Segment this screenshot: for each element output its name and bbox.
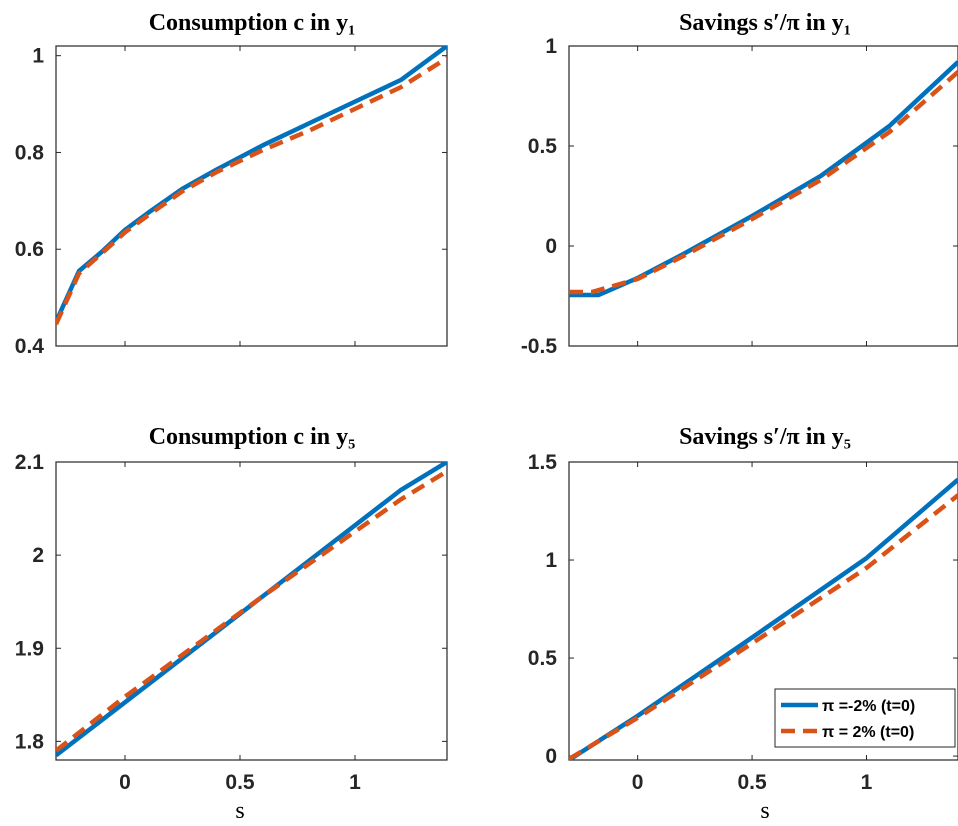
title-text: Consumption c in y₅ (149, 424, 356, 450)
y-tick-label: 0.8 (15, 141, 45, 164)
y-tick-label: 1.8 (15, 730, 45, 753)
panel-consumption-y5: Consumption c in y₅ s 0 0.5 1 1.8 1.9 2 2.1 (15, 424, 448, 824)
panel-title: Savings s′/π in y₅ (679, 424, 851, 450)
y-tick-label: -0.5 (521, 335, 558, 358)
panel-consumption-y1: Consumption c in y₁ 0.4 0.6 0.8 1 (15, 10, 448, 358)
y-tick-label: 1 (545, 35, 557, 58)
y-tick-label: 2 (32, 544, 44, 567)
y-tick-label: 1 (545, 549, 557, 572)
x-tick-label: 1 (349, 771, 361, 794)
y-tick-label: 0 (545, 745, 557, 768)
y-tick-label: 0.6 (15, 238, 44, 261)
y-tick-label: 1 (32, 45, 44, 68)
series-line-solid (56, 462, 447, 758)
panel-savings-y1: Savings s′/π in y₁ -0.5 0 0.5 1 (521, 10, 958, 358)
y-tick-label: 0.4 (15, 335, 45, 358)
title-text: Savings s′/π in y₅ (679, 424, 851, 450)
x-axis-label: s (760, 798, 769, 824)
legend-entry-2: π = 2% (t=0) (822, 724, 914, 741)
x-tick-label: 0 (632, 771, 644, 794)
series-line-dashed (569, 493, 958, 760)
series-line-dashed (569, 70, 958, 295)
y-tick-label: 0.5 (528, 647, 558, 670)
x-tick-label: 0.5 (737, 771, 767, 794)
x-axis-label: s (235, 798, 244, 824)
y-tick-label: 0 (545, 235, 557, 258)
x-tick-label: 1 (861, 771, 873, 794)
y-tick-label: 2.1 (15, 451, 45, 474)
x-tick-label: 0 (119, 771, 131, 794)
title-text: Consumption c in y₁ (149, 10, 356, 36)
axes-frame (568, 45, 958, 347)
axes-frame (55, 45, 448, 347)
y-tick-label: 1.9 (15, 637, 44, 660)
axes-frame (568, 461, 958, 761)
panel-savings-y5: Savings s′/π in y₅ s 0 0.5 1 0 0.5 1 1.5 π =-2… (528, 424, 958, 824)
legend: π =-2% (t=0) π = 2% (t=0) (774, 688, 956, 748)
series-line-dashed (56, 56, 447, 326)
y-tick-label: 1.5 (528, 451, 558, 474)
y-tick-label: 0.5 (528, 135, 558, 158)
panel-title: Savings s′/π in y₁ (679, 10, 851, 36)
x-tick-label: 0.5 (225, 771, 255, 794)
title-text: Savings s′/π in y₁ (679, 10, 851, 36)
series-line-dashed (56, 469, 447, 753)
axes-frame (55, 461, 448, 761)
legend-box (774, 688, 956, 748)
panel-title: Consumption c in y₁ (149, 10, 356, 36)
panel-title: Consumption c in y₅ (149, 424, 356, 450)
legend-entry-1: π =-2% (t=0) (822, 698, 915, 715)
